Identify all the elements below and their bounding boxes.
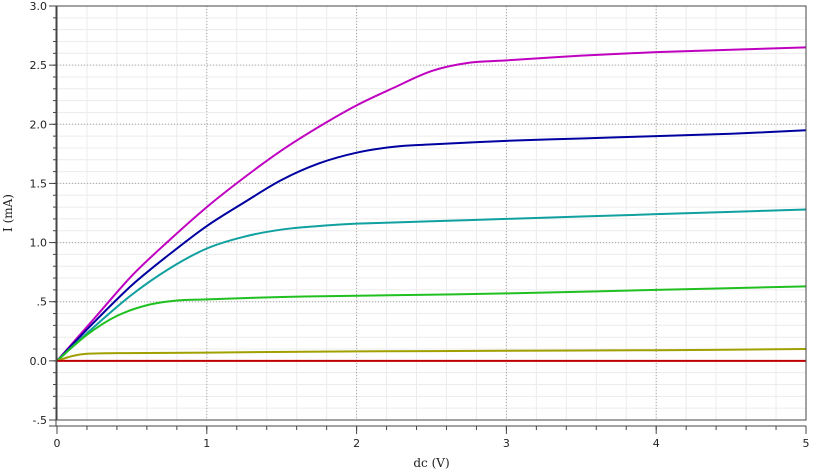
series-line-2 [56, 129, 807, 362]
x-tick-label: 2 [353, 437, 360, 450]
y-tick-label: 2.0 [30, 118, 48, 131]
y-tick-label: 1.5 [30, 177, 48, 190]
y-tick-label: 1.0 [30, 237, 48, 250]
y-tick-label: -.5 [33, 414, 47, 427]
x-tick-label: 1 [203, 437, 210, 450]
y-tick-label: .5 [37, 296, 48, 309]
x-axis: 0 1 2 3 4 5 [49, 425, 810, 450]
series-layer [56, 46, 807, 362]
x-tick-label: 5 [803, 437, 810, 450]
y-axis-title: I (mA) [1, 194, 15, 232]
y-tick-label: 0.0 [30, 355, 48, 368]
x-axis-title: dc (V) [413, 456, 449, 470]
series-line-4 [56, 285, 807, 362]
plot-frame [56, 5, 807, 421]
x-tick-label: 3 [503, 437, 510, 450]
series-line-5 [56, 348, 807, 362]
y-tick-label: 3.0 [30, 0, 48, 13]
x-tick-label: 0 [54, 437, 61, 450]
y-tick-label: 2.5 [30, 59, 48, 72]
series-line-1 [56, 46, 807, 362]
y-axis: -.5 0.0 .5 1.0 1.5 2.0 2.5 3.0 [30, 0, 57, 427]
x-tick-label: 4 [653, 437, 660, 450]
series-line-3 [56, 208, 807, 362]
